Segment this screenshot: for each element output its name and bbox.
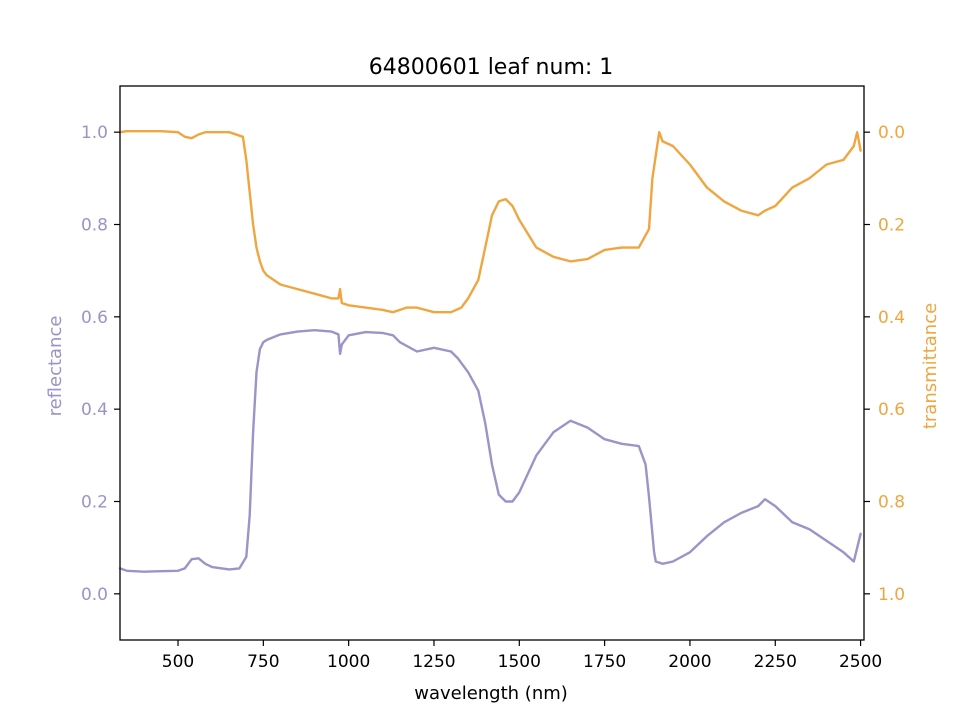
left-tick-label: 0.8 [81, 216, 108, 236]
left-tick-label: 0.2 [81, 493, 108, 513]
chart-title: 64800601 leaf num: 1 [369, 55, 614, 80]
right-tick-label: 0.6 [878, 400, 905, 420]
x-tick-label: 1000 [327, 652, 370, 672]
left-tick-label: 1.0 [81, 123, 108, 143]
right-axis-label: transmittance [920, 303, 941, 429]
right-tick-label: 0.8 [878, 493, 905, 513]
x-tick-label: 1500 [498, 652, 541, 672]
x-tick-label: 750 [247, 652, 279, 672]
right-tick-label: 0.4 [878, 308, 905, 328]
x-tick-label: 2500 [839, 652, 882, 672]
x-tick-label: 2000 [668, 652, 711, 672]
plot-area [118, 129, 862, 573]
x-axis: 500 750 1000 1250 1500 1750 2000 2250 2500 [162, 640, 882, 672]
x-tick-label: 2250 [754, 652, 797, 672]
right-y-axis: 0.0 0.2 0.4 0.6 0.8 1.0 [864, 123, 905, 605]
right-tick-label: 0.0 [878, 123, 905, 143]
right-tick-label: 1.0 [878, 585, 905, 605]
left-y-axis: 0.0 0.2 0.4 0.6 0.8 1.0 [81, 123, 120, 605]
right-tick-label: 0.2 [878, 216, 905, 236]
x-tick-label: 1750 [583, 652, 626, 672]
x-tick-label: 500 [162, 652, 194, 672]
left-tick-label: 0.4 [81, 400, 108, 420]
transmittance-series-line [118, 129, 862, 314]
left-axis-label: reflectance [45, 316, 66, 417]
reflectance-series-line [118, 329, 862, 573]
left-tick-label: 0.6 [81, 308, 108, 328]
left-tick-label: 0.0 [81, 585, 108, 605]
x-axis-label: wavelength (nm) [414, 683, 568, 704]
x-tick-label: 1250 [412, 652, 455, 672]
plot-frame [119, 85, 865, 641]
